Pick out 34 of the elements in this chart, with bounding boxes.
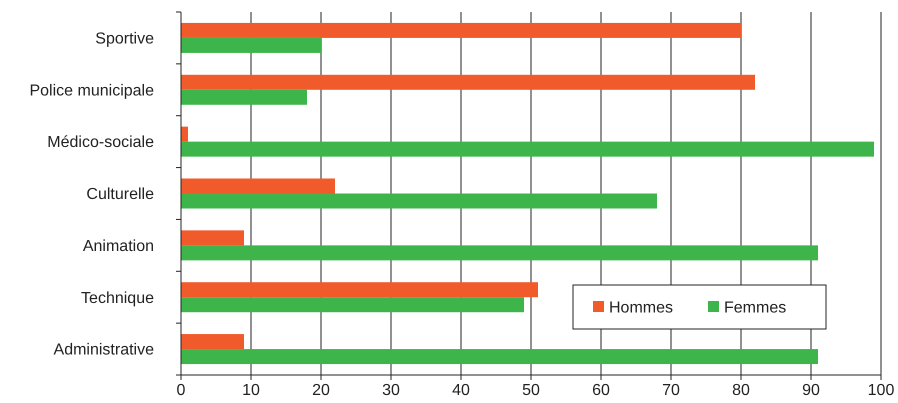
bar: [181, 74, 755, 90]
x-tick-label: 60: [592, 382, 610, 399]
x-tick-label: 40: [452, 382, 470, 399]
bar: [181, 297, 524, 312]
y-tick-label: Culturelle: [86, 186, 154, 204]
x-tick-label: 10: [242, 382, 260, 399]
bar: [181, 90, 307, 105]
bar: [181, 349, 818, 364]
x-tick-label: 50: [522, 382, 540, 399]
x-tick-label: 80: [732, 382, 750, 399]
bar: [181, 178, 335, 194]
bar: [181, 230, 244, 246]
y-tick-label: Police municipale: [29, 82, 154, 100]
bar: [181, 245, 818, 260]
y-tick-label: Médico-sociale: [47, 134, 154, 152]
x-tick-label: 30: [382, 382, 400, 399]
y-tick-label: Animation: [82, 238, 154, 255]
x-tick-label: 0: [176, 382, 186, 399]
bar: [181, 194, 657, 208]
bar: [181, 126, 188, 142]
bar: [181, 282, 538, 298]
y-tick-label: Technique: [81, 290, 154, 307]
legend-label: Hommes: [609, 300, 674, 317]
x-tick-label: 70: [662, 382, 680, 399]
x-tick-label: 100: [868, 382, 894, 399]
x-tick-label: 20: [312, 382, 330, 399]
bar: [181, 142, 874, 157]
legend-label: Femmes: [724, 300, 786, 317]
y-tick-label: Administrative: [54, 342, 154, 359]
x-tick-label: 90: [802, 382, 820, 399]
bar: [181, 22, 741, 38]
bar: [181, 38, 321, 53]
bar: [181, 334, 244, 350]
y-tick-label: Sportive: [95, 30, 154, 48]
